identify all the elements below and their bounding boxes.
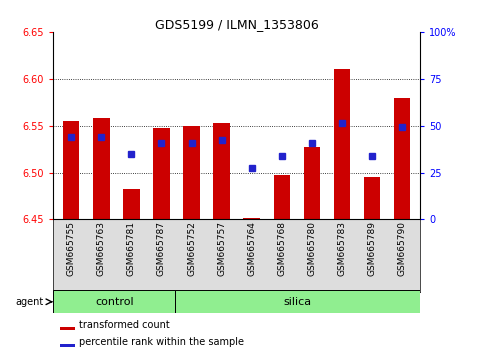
Text: GSM665768: GSM665768 bbox=[277, 221, 286, 276]
Title: GDS5199 / ILMN_1353806: GDS5199 / ILMN_1353806 bbox=[155, 18, 319, 31]
Bar bbox=[364, 177, 380, 219]
Bar bbox=[175, 290, 420, 313]
Bar bbox=[334, 69, 350, 219]
Text: GSM665783: GSM665783 bbox=[338, 221, 346, 276]
Text: GSM665789: GSM665789 bbox=[368, 221, 377, 276]
Text: GSM665752: GSM665752 bbox=[187, 221, 196, 276]
Bar bbox=[53, 290, 175, 313]
Text: GSM665780: GSM665780 bbox=[307, 221, 316, 276]
Text: control: control bbox=[95, 297, 134, 307]
Text: silica: silica bbox=[284, 297, 312, 307]
Bar bbox=[60, 327, 75, 330]
Text: GSM665764: GSM665764 bbox=[247, 221, 256, 276]
Bar bbox=[63, 121, 80, 219]
Text: GSM665787: GSM665787 bbox=[157, 221, 166, 276]
Bar bbox=[183, 126, 200, 219]
Text: GSM665755: GSM665755 bbox=[67, 221, 76, 276]
Text: agent: agent bbox=[16, 297, 44, 307]
Bar bbox=[304, 147, 320, 219]
Bar bbox=[93, 118, 110, 219]
Bar bbox=[243, 218, 260, 219]
Text: GSM665763: GSM665763 bbox=[97, 221, 106, 276]
Bar bbox=[213, 123, 230, 219]
Bar bbox=[273, 175, 290, 219]
Text: transformed count: transformed count bbox=[79, 320, 170, 330]
Bar bbox=[394, 97, 411, 219]
Text: GSM665790: GSM665790 bbox=[398, 221, 407, 276]
Bar bbox=[123, 189, 140, 219]
Text: percentile rank within the sample: percentile rank within the sample bbox=[79, 337, 244, 347]
Bar bbox=[60, 344, 75, 347]
Text: GSM665757: GSM665757 bbox=[217, 221, 226, 276]
Bar bbox=[153, 127, 170, 219]
Text: GSM665781: GSM665781 bbox=[127, 221, 136, 276]
